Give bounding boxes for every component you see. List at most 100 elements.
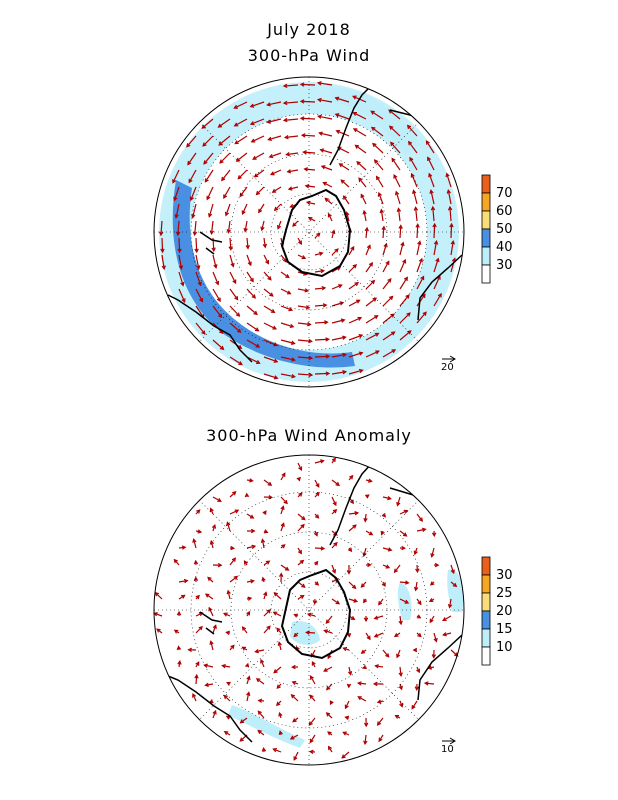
wind-vector: [208, 203, 214, 217]
wind-vector: [365, 280, 375, 290]
wind-vector: [283, 101, 299, 104]
wind-vector-head: [257, 698, 263, 703]
colorbar-label: 60: [496, 204, 513, 219]
wind-vector: [382, 243, 387, 256]
wind-vector: [161, 254, 165, 269]
wind-vector: [272, 186, 282, 193]
wind-vector-head: [313, 532, 318, 537]
wind-vector: [277, 220, 282, 229]
wind-vector-head: [241, 646, 247, 651]
wind-vector-head: [318, 251, 324, 256]
wind-vector-head: [352, 95, 357, 100]
wind-vector: [335, 113, 350, 120]
wind-vector: [323, 182, 333, 188]
wind-vector-head: [299, 99, 305, 104]
wind-vector: [195, 675, 198, 685]
wind-vector: [218, 135, 231, 146]
wind-vector-head: [196, 509, 201, 514]
wind-vector-head: [319, 148, 325, 153]
wind-vector: [415, 207, 418, 222]
wind-vector: [297, 254, 306, 259]
wind-vector-head: [211, 523, 217, 529]
wind-vector: [305, 185, 316, 188]
wind-vector-head: [370, 110, 375, 115]
wind-vector: [154, 612, 163, 617]
graticule: [154, 77, 464, 387]
wind-vector-head: [437, 292, 442, 298]
wind-vector-head: [377, 191, 382, 197]
wind-vector-head: [244, 492, 250, 498]
wind-vector-head: [398, 685, 403, 691]
wind-vector-head: [363, 598, 368, 604]
wind-vector-head: [198, 625, 203, 631]
wind-vector: [239, 186, 248, 197]
wind-vector-head: [268, 153, 274, 159]
wind-vector: [221, 169, 231, 181]
australia-coast: [167, 675, 253, 743]
wind-vector: [433, 293, 442, 307]
wind-vector-head: [226, 589, 231, 595]
wind-vector-head: [265, 560, 271, 565]
wind-vector-head: [282, 83, 288, 89]
antarctica-coast: [280, 568, 352, 660]
wind-vector: [204, 664, 214, 668]
wind-vector: [263, 322, 277, 330]
wind-vector: [358, 682, 367, 685]
wind-vector-head: [334, 248, 339, 253]
wind-vector-head: [267, 481, 273, 486]
wind-vector-head: [387, 547, 393, 552]
wind-vector: [308, 717, 316, 726]
wind-vector: [411, 173, 418, 188]
wind-vector: [318, 82, 333, 86]
wind-vector: [382, 296, 393, 307]
wind-vector-head: [212, 709, 217, 715]
wind-vector-head: [446, 189, 451, 194]
wind-vector-head: [312, 600, 318, 605]
wind-vector-head: [215, 280, 220, 286]
wind-vector: [226, 522, 231, 532]
wind-vector-head: [296, 476, 301, 482]
wind-vector-head: [202, 142, 207, 147]
wind-vector-head: [226, 521, 231, 526]
wind-vector: [331, 319, 345, 324]
wind-vector: [348, 299, 360, 307]
colorbar-swatch: [481, 210, 491, 230]
wind-vector: [416, 311, 427, 324]
wind-vector: [382, 496, 391, 500]
wind-vector-head: [197, 529, 203, 534]
wind-vector: [377, 717, 384, 726]
wind-vector-head: [297, 549, 302, 555]
wind-vector-head: [275, 701, 281, 707]
wind-vector-head: [325, 686, 331, 691]
wind-vector-head: [177, 660, 182, 665]
wind-vector-head: [278, 711, 283, 717]
wind-vector-head: [393, 632, 399, 638]
wind-vector: [358, 696, 367, 702]
wind-vector: [229, 271, 237, 284]
wind-vector: [382, 349, 396, 358]
wind-vector-head: [320, 165, 326, 170]
wind-vector-head: [276, 627, 281, 632]
wind-vector: [449, 206, 452, 222]
australia-coast: [167, 294, 253, 363]
wind-vector: [155, 592, 163, 600]
wind-vector-head: [400, 241, 405, 247]
wind-vector-head: [273, 375, 279, 380]
wind-vector: [331, 302, 344, 307]
wind-vector-head: [320, 546, 326, 551]
wind-vector-head: [347, 671, 353, 676]
wind-vector-head: [385, 260, 390, 265]
wind-vector: [261, 220, 265, 231]
wind-vector-head: [399, 703, 404, 708]
wind-vector-head: [285, 274, 290, 279]
wind-vector-head: [387, 277, 392, 283]
wind-vector-head: [342, 646, 347, 652]
wind-vector-head: [327, 745, 332, 751]
wind-vector-head: [304, 183, 310, 189]
wind-vector: [431, 547, 435, 557]
wind-vector-head: [388, 125, 394, 130]
wind-vector-head: [414, 686, 420, 692]
wind-vector-head: [299, 82, 305, 87]
wind-vector-head: [256, 360, 261, 364]
wind-vector-head: [273, 669, 278, 674]
